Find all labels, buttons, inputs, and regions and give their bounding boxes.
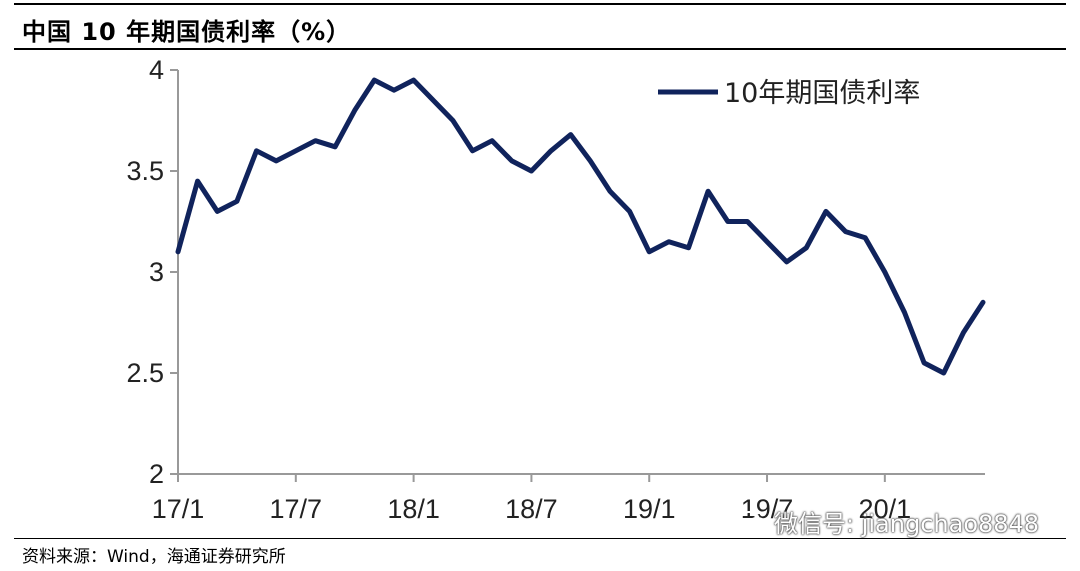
watermark-text: 微信号: jiangchao8848 (774, 510, 1040, 538)
x-tick-label: 17/1 (152, 494, 205, 524)
x-tick-label: 18/1 (387, 494, 440, 524)
x-tick-label: 20/1 (859, 494, 912, 524)
source-note: 资料来源：Wind，海通证券研究所 (22, 547, 286, 567)
y-tick-label: 2 (149, 459, 164, 489)
wechat-icon (738, 510, 767, 533)
watermark: 微信号: jiangchao8848 (738, 504, 1039, 539)
title-rule (14, 48, 1066, 50)
footer-rule (14, 538, 1066, 539)
y-tick-label: 4 (149, 55, 164, 85)
x-tick-label: 17/7 (270, 494, 323, 524)
x-tick-label: 19/7 (741, 494, 794, 524)
x-ticks: 17/1 17/7 18/1 18/7 19/1 19/7 20/1 (152, 474, 911, 524)
x-tick-label: 18/7 (505, 494, 558, 524)
legend: 10年期国债利率 (658, 78, 920, 109)
line-chart: 2 2.5 3 3.5 4 17/1 17/7 18/1 18/7 19/1 19/7 20/1 1… (126, 55, 986, 524)
y-tick-label: 2.5 (126, 358, 164, 388)
y-tick-label: 3.5 (126, 156, 164, 186)
series-line-10y-yield (175, 77, 986, 376)
chart-title: 中国 10 年期国债利率（%） (22, 18, 352, 46)
top-rule (14, 3, 1066, 5)
y-ticks: 2 2.5 3 3.5 4 (126, 55, 178, 489)
y-tick-label: 3 (149, 257, 164, 287)
x-tick-label: 19/1 (623, 494, 676, 524)
legend-label: 10年期国债利率 (724, 78, 920, 109)
